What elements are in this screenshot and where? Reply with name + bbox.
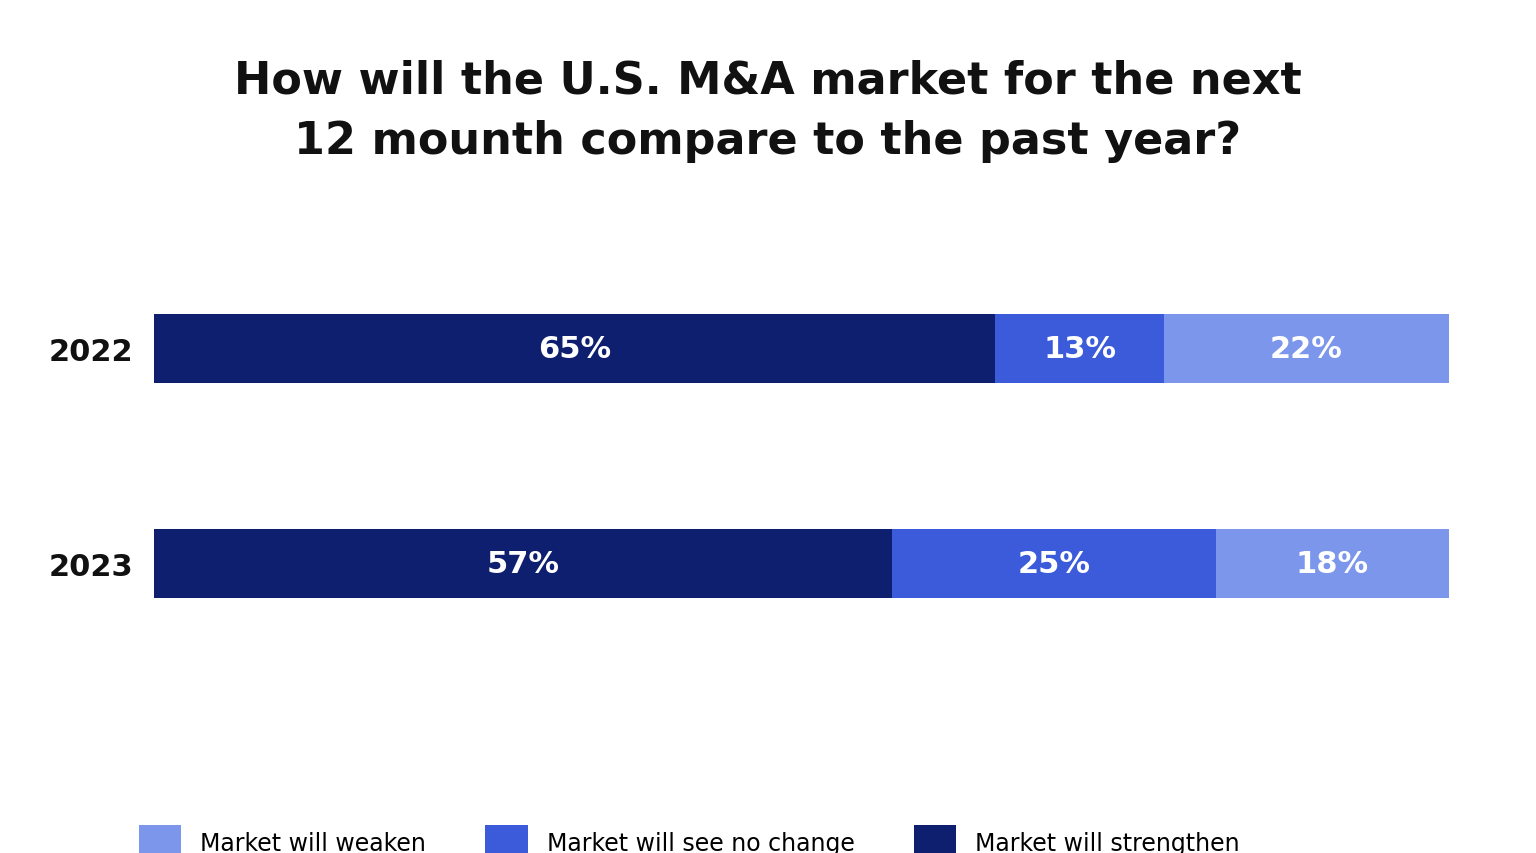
- Bar: [995, 315, 1164, 383]
- Bar: [1215, 530, 1448, 599]
- Text: 13%: 13%: [1043, 334, 1117, 363]
- Text: 57%: 57%: [487, 549, 559, 578]
- Text: How will the U.S. M&A market for the next: How will the U.S. M&A market for the nex…: [233, 60, 1303, 102]
- Text: 65%: 65%: [538, 334, 611, 363]
- Text: 12 mounth compare to the past year?: 12 mounth compare to the past year?: [295, 119, 1241, 162]
- Bar: [1164, 315, 1448, 383]
- Bar: [892, 530, 1215, 599]
- Text: 25%: 25%: [1017, 549, 1091, 578]
- Legend: Market will weaken, Market will see no change, Market will strengthen: Market will weaken, Market will see no c…: [138, 825, 1240, 853]
- Text: 22%: 22%: [1270, 334, 1342, 363]
- Bar: [154, 530, 892, 599]
- Bar: [154, 315, 995, 383]
- Text: 18%: 18%: [1295, 549, 1369, 578]
